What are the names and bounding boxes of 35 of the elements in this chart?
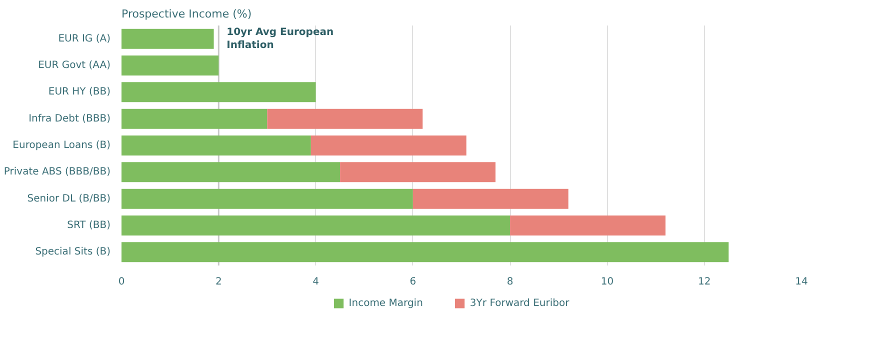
bar bbox=[340, 162, 496, 182]
y-tick-label: SRT (BB) bbox=[67, 220, 111, 231]
x-tick-label: 12 bbox=[698, 276, 711, 288]
bar bbox=[122, 28, 214, 49]
bar bbox=[122, 136, 311, 156]
x-tick-label: 6 bbox=[410, 276, 416, 288]
x-tick-label: 8 bbox=[506, 276, 514, 288]
bar bbox=[267, 108, 423, 129]
y-tick-label: European Loans (B) bbox=[12, 140, 111, 151]
x-tick-label: 4 bbox=[312, 276, 319, 288]
bar bbox=[122, 162, 340, 182]
y-tick-label: EUR HY (BB) bbox=[48, 86, 111, 98]
y-tick-label: EUR Govt (AA) bbox=[38, 60, 111, 71]
x-tick-label: 0 bbox=[118, 276, 125, 288]
bar bbox=[310, 136, 466, 156]
bar bbox=[122, 82, 316, 102]
x-tick-label: 2 bbox=[215, 276, 222, 288]
y-tick-label: Infra Debt (BBB) bbox=[28, 113, 111, 124]
bar bbox=[510, 216, 666, 236]
bar bbox=[122, 56, 219, 76]
y-tick-label: Private ABS (BBB/BB) bbox=[4, 166, 111, 178]
y-tick-label: Senior DL (B/BB) bbox=[27, 193, 111, 204]
bar bbox=[122, 216, 510, 236]
chart-title: Prospective Income (%) bbox=[122, 8, 252, 20]
legend-label: 3Yr Forward Euribor bbox=[470, 298, 570, 308]
bar bbox=[122, 242, 729, 262]
bar bbox=[122, 108, 268, 129]
y-tick-label: EUR IG (A) bbox=[58, 33, 111, 44]
ref-line-label: 10yr Avg European Inflation bbox=[226, 26, 334, 52]
legend-label: Income Margin bbox=[348, 298, 423, 308]
bar bbox=[412, 188, 568, 209]
x-tick-label: 14 bbox=[795, 276, 808, 288]
x-tick-label: 10 bbox=[600, 276, 614, 288]
bar bbox=[122, 188, 413, 209]
y-tick-label: Special Sits (B) bbox=[35, 246, 111, 258]
